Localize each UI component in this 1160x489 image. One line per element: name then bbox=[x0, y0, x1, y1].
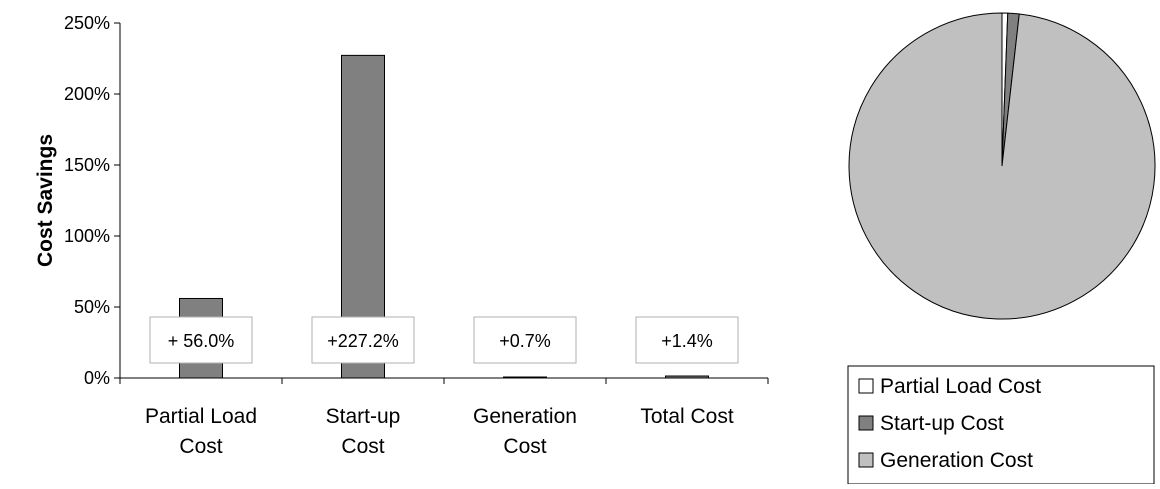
x-tick-label-line: Cost bbox=[341, 435, 384, 458]
y-tick-label: 150% bbox=[64, 155, 110, 175]
y-tick-label: 250% bbox=[64, 13, 110, 33]
data-label: +227.2% bbox=[327, 331, 399, 351]
legend-label: Generation Cost bbox=[880, 449, 1033, 472]
data-label-box bbox=[473, 316, 577, 364]
data-label: +0.7% bbox=[499, 331, 551, 351]
data-label-box bbox=[635, 316, 739, 364]
legend: Partial Load Cost Start-up Cost Generation… bbox=[847, 365, 1155, 485]
y-tick-label: 50% bbox=[74, 297, 110, 317]
legend-label: Partial Load Cost bbox=[880, 375, 1041, 398]
x-tick-label: Generation Cost bbox=[473, 405, 577, 458]
x-tick-label: Total Cost bbox=[640, 405, 734, 428]
x-tick-label-line: Partial Load bbox=[145, 405, 257, 428]
x-tick-label-line: Start-up bbox=[326, 405, 401, 428]
x-tick-label-line: Generation bbox=[473, 405, 577, 428]
x-tick-label: Partial Load Cost bbox=[145, 405, 257, 458]
data-label-box bbox=[311, 316, 415, 364]
legend-label: Start-up Cost bbox=[880, 412, 1004, 435]
pie-slice bbox=[848, 12, 1156, 320]
bar-plot: 0% 50% 100% 150% 200% 250% Cost Savings Partial… bbox=[34, 13, 769, 458]
y-tick-label: 200% bbox=[64, 84, 110, 104]
legend-swatch bbox=[858, 415, 874, 431]
legend-box bbox=[847, 365, 1155, 485]
x-tick-label-line: Cost bbox=[503, 435, 546, 458]
x-tick-label-line: Cost bbox=[179, 435, 222, 458]
data-label: +1.4% bbox=[661, 331, 713, 351]
legend-swatch bbox=[858, 452, 874, 468]
data-label-box bbox=[149, 316, 253, 364]
data-label: + 56.0% bbox=[168, 331, 235, 351]
y-tick-label: 100% bbox=[64, 226, 110, 246]
x-tick-label-line: Total Cost bbox=[640, 405, 734, 428]
pie-plot bbox=[848, 12, 1156, 320]
y-tick-label: 0% bbox=[84, 368, 110, 388]
y-axis-label: Cost Savings bbox=[34, 134, 57, 267]
x-tick-label: Start-up Cost bbox=[326, 405, 401, 458]
legend-swatch bbox=[858, 378, 874, 394]
